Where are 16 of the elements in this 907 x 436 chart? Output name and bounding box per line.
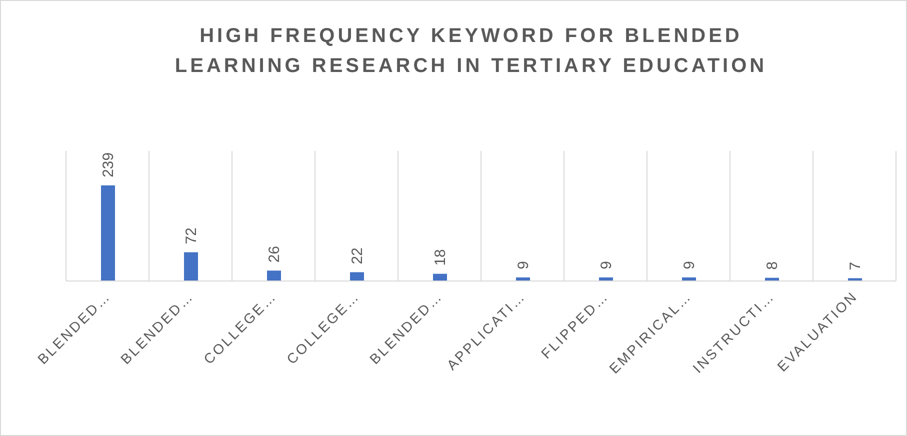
data-label: 8 bbox=[764, 261, 781, 270]
data-label: 9 bbox=[515, 261, 532, 270]
data-label: 7 bbox=[847, 262, 864, 270]
data-label: 9 bbox=[598, 261, 615, 270]
chart-title: HIGH FREQUENCY KEYWORD FOR BLENDED LEARNING RESEARCH IN TERTIARY EDUCATION bbox=[174, 24, 768, 79]
bar bbox=[267, 270, 281, 281]
data-label: 239 bbox=[100, 152, 117, 178]
bar bbox=[433, 274, 447, 281]
data-label: 18 bbox=[432, 249, 449, 266]
data-label: 22 bbox=[349, 248, 366, 264]
bar bbox=[184, 252, 198, 281]
data-label: 72 bbox=[183, 228, 200, 244]
data-label: 9 bbox=[681, 261, 698, 270]
bar bbox=[101, 185, 115, 281]
data-label: 26 bbox=[266, 246, 283, 263]
bar bbox=[350, 272, 364, 281]
